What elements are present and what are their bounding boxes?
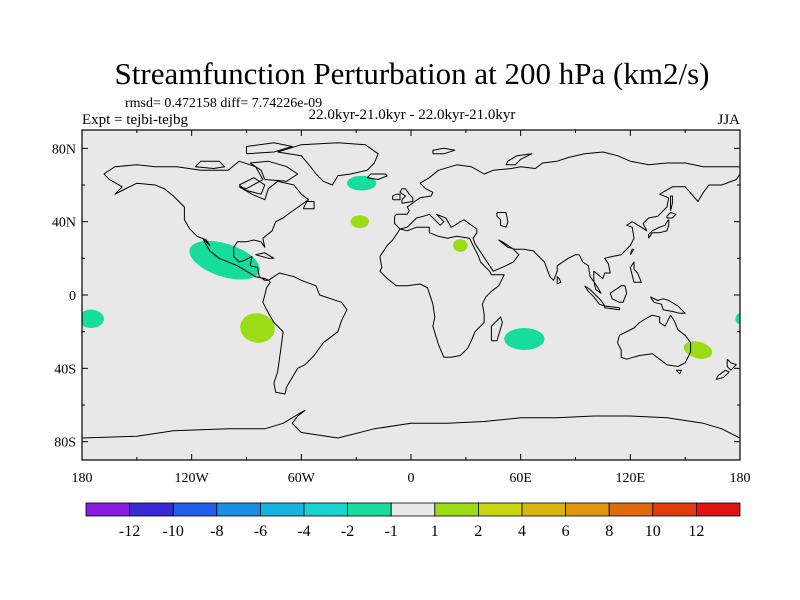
- coastline-hudson-bay: [238, 177, 266, 195]
- coastline-borneo: [609, 285, 628, 303]
- colorbar-box-12: [608, 502, 654, 517]
- colorbar-box-0: [85, 502, 130, 517]
- x-tick-label-6: 180: [730, 471, 751, 486]
- rmsd-label: rmsd= 0.472158 diff= 7.74226e-09: [125, 96, 322, 111]
- map-clipped-content: [82, 142, 740, 439]
- coastline-baffin-island: [249, 160, 299, 182]
- coastline-japan: [648, 219, 670, 239]
- colorbar-box-7: [390, 502, 436, 517]
- coastline-ellesmere-island: [246, 142, 293, 155]
- coastline-tasmania: [675, 369, 682, 375]
- colorbar-label-4: -4: [297, 523, 310, 540]
- x-tick-label-0: 180: [72, 471, 93, 486]
- colorbar-label-1: -10: [163, 523, 184, 540]
- x-tick-label-4: 60E: [509, 471, 532, 486]
- coastline-newfoundland: [302, 201, 315, 210]
- y-tick-label-1: 40N: [52, 216, 76, 231]
- colorbar-box-10: [521, 502, 566, 517]
- y-tick-label-0: 80N: [52, 142, 76, 157]
- coastline-victoria-island: [194, 160, 226, 169]
- x-tick-label-2: 60W: [288, 471, 316, 486]
- colorbar-box-6: [347, 502, 392, 517]
- map-plot-area: [82, 130, 740, 460]
- map-background: [82, 130, 740, 460]
- y-tick-label-3: 40S: [54, 362, 76, 377]
- coastline-sumatra: [584, 285, 606, 307]
- coastline-caspian-sea: [496, 212, 509, 228]
- colorbar-label-12: 10: [645, 523, 661, 540]
- coastline-hokkaido: [666, 212, 677, 219]
- colorbar-box-8: [434, 502, 479, 517]
- colorbar-box-13: [652, 502, 697, 517]
- colorbar-label-13: 12: [688, 523, 704, 540]
- season-label: JJA: [717, 112, 740, 128]
- coastline-antarctica: [82, 410, 740, 439]
- coastline-africa: [379, 226, 505, 358]
- colorbar-box-2: [172, 502, 218, 517]
- chart-title: Streamfunction Perturbation at 200 hPa (…: [115, 56, 710, 91]
- colorbar-label-7: 1: [431, 523, 439, 540]
- coastline-cuba: [255, 252, 275, 259]
- coastline-svalbard: [432, 147, 456, 155]
- y-tick-label-2: 0: [69, 289, 76, 304]
- map-axes: 180 120W 60W 0 60E 120E 180 80N 40N 0 40S 80S: [52, 129, 751, 486]
- colorbar-label-5: -2: [341, 523, 354, 540]
- colorbar-label-10: 6: [562, 523, 570, 540]
- colorbar-label-8: 2: [474, 523, 482, 540]
- colorbar-label-2: -8: [210, 523, 223, 540]
- x-tick-label-3: 0: [408, 471, 415, 486]
- colorbar-box-14: [696, 502, 741, 517]
- colorbar-label-6: -1: [385, 523, 398, 540]
- colorbar-box-9: [477, 502, 523, 517]
- coastline-ireland: [392, 193, 401, 201]
- colorbar-label-3: -6: [254, 523, 267, 540]
- coastline-madagascar: [490, 316, 503, 342]
- coastline-great-britain: [399, 188, 414, 204]
- anomaly-north-africa: [453, 239, 468, 252]
- colorbar-box-11: [565, 502, 610, 517]
- colorbar-label-0: -12: [119, 523, 140, 540]
- colorbar-box-5: [303, 502, 348, 517]
- anomaly-south-indian: [504, 328, 545, 350]
- coastline-new-zealand-south: [715, 369, 730, 380]
- coastline-sri-lanka: [556, 276, 562, 285]
- coastline-java: [604, 305, 620, 311]
- coastline-novaya-zemlya: [505, 153, 533, 166]
- period-label: 22.0kyr-21.0kyr - 22.0kyr-21.0kyr: [309, 107, 516, 123]
- coastline-eurasia: [394, 151, 740, 294]
- colorbar-box-1: [129, 502, 174, 517]
- coastline-taiwan: [629, 248, 635, 255]
- colorbar-box-4: [259, 502, 305, 517]
- expt-label: Expt = tejbi-tejbg: [82, 112, 188, 128]
- coastline-new-guinea: [649, 296, 686, 314]
- x-tick-label-5: 120E: [616, 471, 646, 486]
- coastline-philippines: [629, 261, 642, 283]
- colorbar-label-11: 8: [605, 523, 613, 540]
- coastline-iceland: [366, 173, 388, 180]
- coastline-south-america: [262, 272, 348, 395]
- coastline-north-america: [103, 160, 310, 281]
- y-tick-label-4: 80S: [54, 436, 76, 451]
- colorbar-box-3: [216, 502, 261, 517]
- x-tick-label-1: 120W: [175, 471, 210, 486]
- coastline-new-zealand-north: [726, 358, 737, 371]
- coastline-greenland: [277, 142, 379, 186]
- coastline-sakhalin: [670, 195, 673, 211]
- anomaly-east-pacific-edge: [735, 313, 740, 325]
- coastline-australia: [617, 314, 692, 367]
- anomaly-west-pacific-edge: [82, 309, 104, 328]
- anomaly-north-atlantic: [347, 175, 377, 191]
- anomaly-east-pacific: [240, 313, 275, 343]
- colorbar: -12 -10 -8 -6 -4 -2 -1 1 2 4 6 8 10 12: [85, 502, 741, 540]
- anomaly-mid-atlantic: [350, 215, 369, 229]
- colorbar-label-9: 4: [518, 523, 526, 540]
